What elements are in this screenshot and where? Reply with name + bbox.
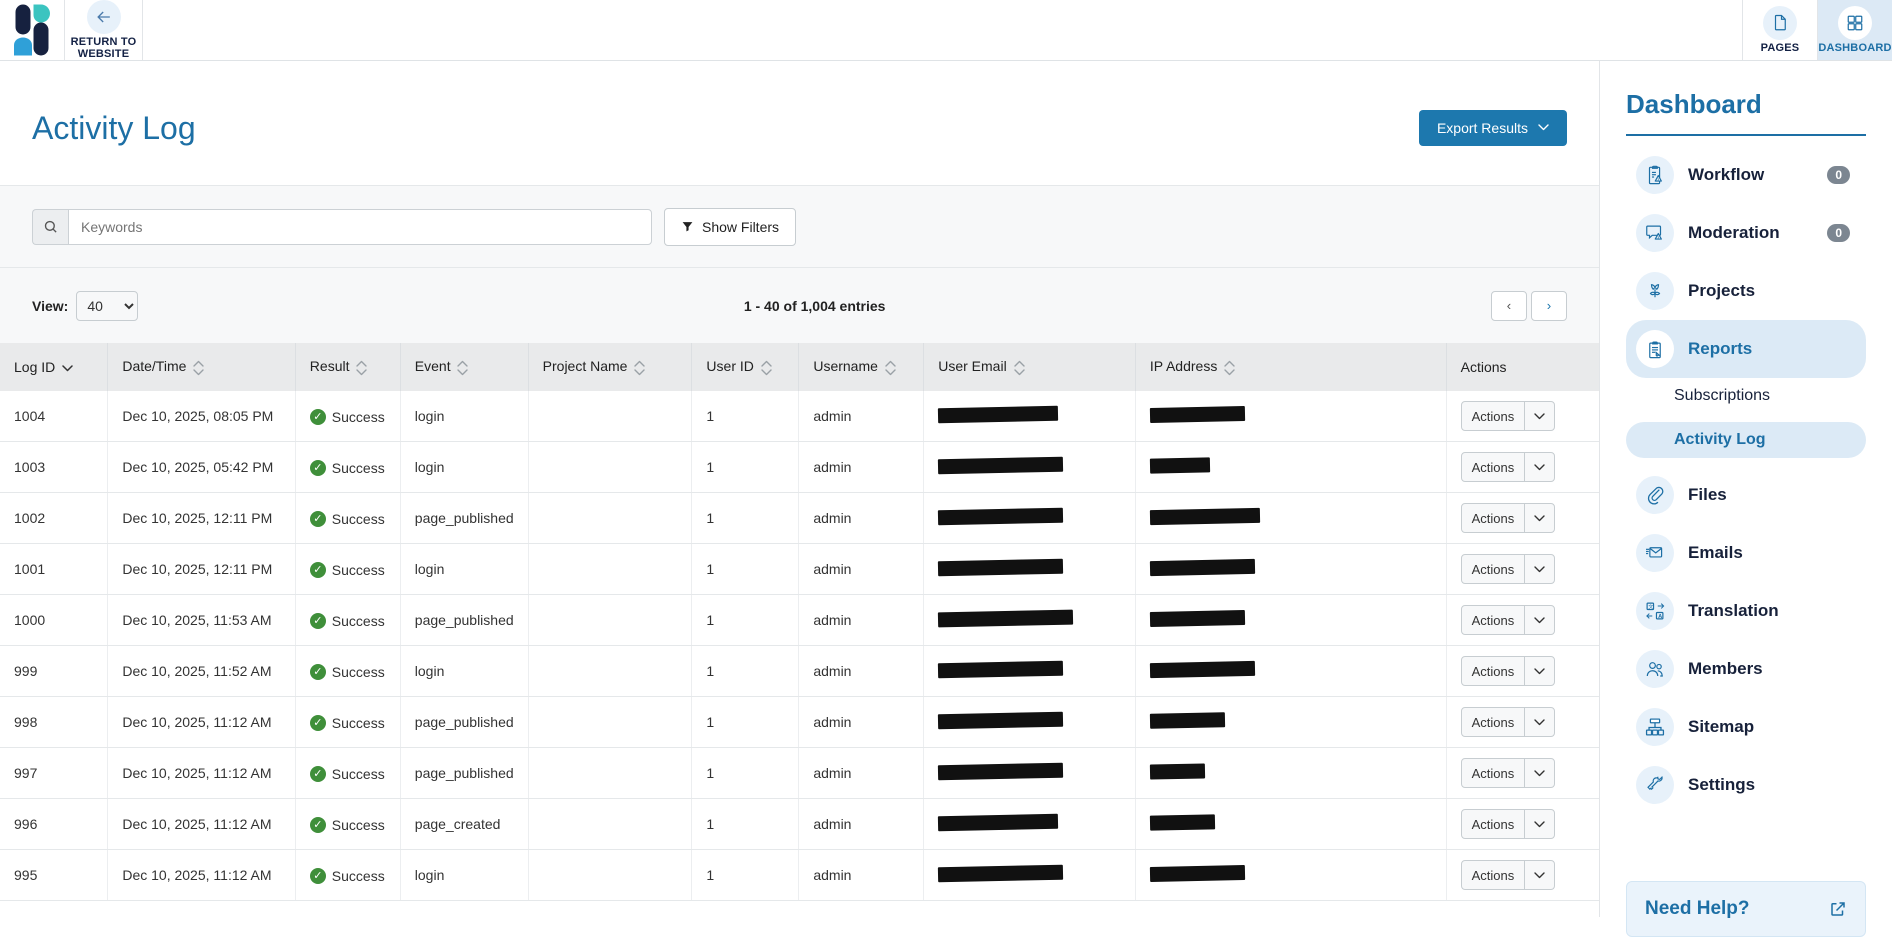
svg-text:A: A [1658, 614, 1662, 620]
svg-text:文: 文 [1648, 602, 1653, 610]
